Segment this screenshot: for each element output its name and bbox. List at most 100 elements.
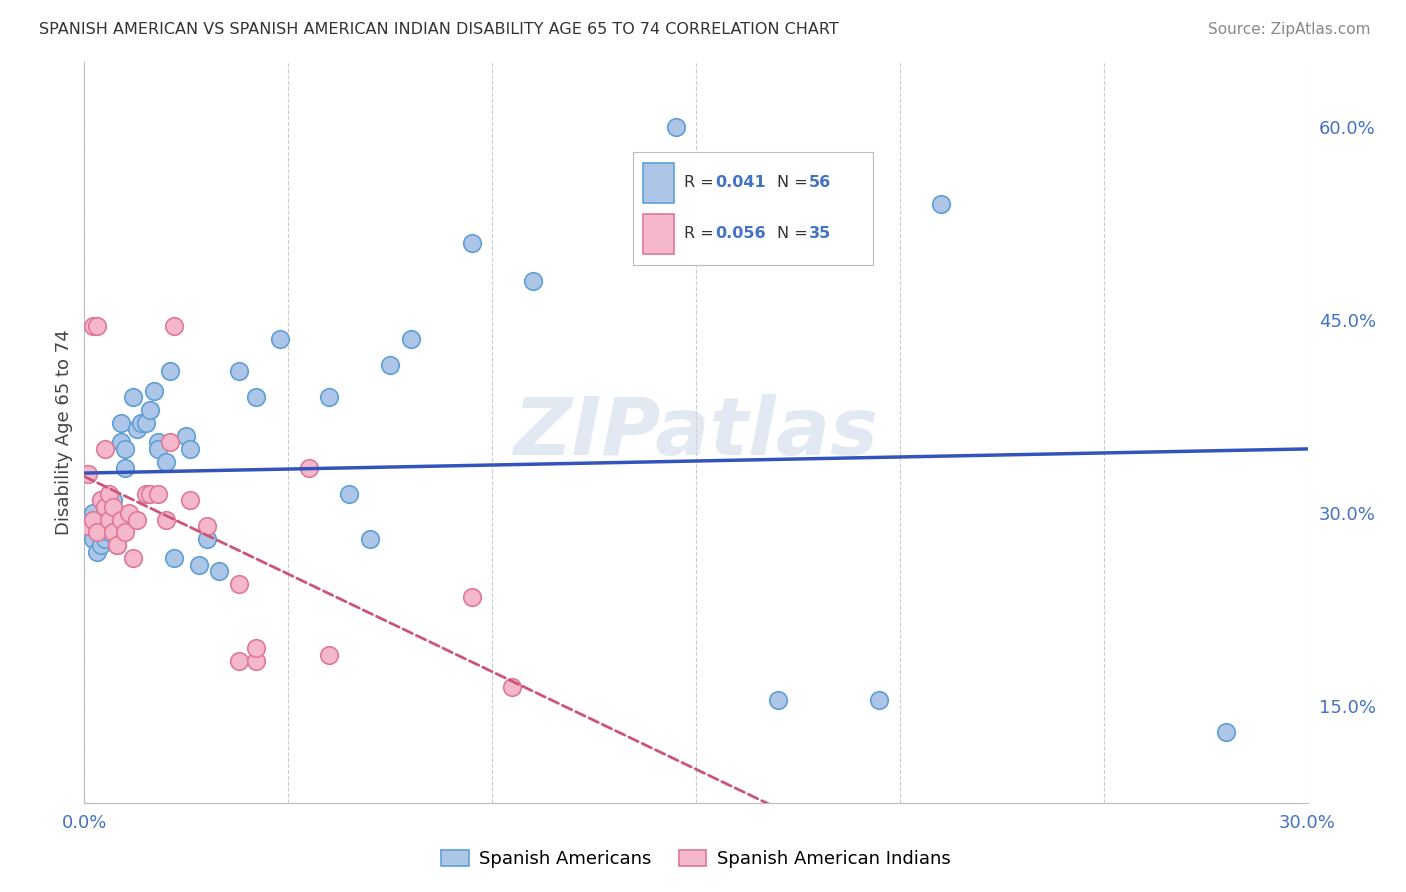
Spanish Americans: [228, 364, 250, 378]
Spanish Americans: [135, 416, 157, 430]
Bar: [643, 214, 673, 253]
Legend: Spanish Americans, Spanish American Indians: Spanish Americans, Spanish American Indi…: [434, 843, 957, 875]
Spanish Americans: [114, 442, 136, 456]
Text: N =: N =: [778, 227, 813, 242]
Spanish Americans: [245, 390, 267, 404]
Spanish Americans: [122, 390, 145, 404]
Spanish Americans: [869, 693, 891, 707]
Spanish Americans: [929, 197, 952, 211]
Spanish American Indians: [114, 525, 136, 540]
Spanish Americans: [138, 403, 160, 417]
Spanish Americans: [359, 532, 381, 546]
Spanish Americans: [101, 512, 124, 526]
Spanish American Indians: [86, 525, 108, 540]
Spanish Americans: [187, 558, 209, 572]
Spanish Americans: [127, 422, 149, 436]
Text: R =: R =: [683, 227, 718, 242]
Spanish Americans: [269, 332, 291, 346]
Spanish American Indians: [90, 493, 112, 508]
Spanish Americans: [90, 493, 112, 508]
Spanish American Indians: [159, 435, 181, 450]
Spanish Americans: [93, 512, 115, 526]
Spanish American Indians: [97, 487, 120, 501]
Spanish American Indians: [122, 551, 145, 566]
Spanish Americans: [159, 364, 181, 378]
Spanish Americans: [461, 235, 484, 250]
Spanish Americans: [208, 564, 231, 578]
Spanish Americans: [163, 551, 186, 566]
Spanish Americans: [97, 512, 120, 526]
Spanish Americans: [318, 390, 340, 404]
Spanish Americans: [105, 538, 128, 552]
Spanish Americans: [146, 435, 169, 450]
Spanish American Indians: [298, 461, 321, 475]
Spanish American Indians: [105, 538, 128, 552]
Spanish Americans: [97, 525, 120, 540]
Spanish Americans: [118, 512, 141, 526]
Spanish Americans: [399, 332, 422, 346]
Bar: [643, 163, 673, 202]
Spanish Americans: [97, 500, 120, 514]
Spanish American Indians: [82, 319, 104, 334]
Spanish Americans: [174, 429, 197, 443]
Y-axis label: Disability Age 65 to 74: Disability Age 65 to 74: [55, 330, 73, 535]
Spanish American Indians: [110, 512, 132, 526]
Spanish American Indians: [101, 525, 124, 540]
Spanish Americans: [77, 512, 100, 526]
Spanish Americans: [155, 454, 177, 468]
Spanish American Indians: [228, 577, 250, 591]
Spanish Americans: [90, 519, 112, 533]
Spanish American Indians: [195, 519, 218, 533]
Spanish Americans: [665, 120, 688, 134]
Spanish Americans: [339, 487, 361, 501]
Spanish American Indians: [318, 648, 340, 662]
Spanish American Indians: [82, 512, 104, 526]
Spanish Americans: [195, 532, 218, 546]
Spanish Americans: [110, 435, 132, 450]
Spanish American Indians: [228, 654, 250, 668]
Text: 0.041: 0.041: [714, 176, 765, 190]
Spanish Americans: [1215, 725, 1237, 739]
Spanish Americans: [179, 442, 201, 456]
Text: 0.056: 0.056: [714, 227, 765, 242]
Spanish Americans: [90, 538, 112, 552]
Spanish American Indians: [77, 519, 100, 533]
Text: Source: ZipAtlas.com: Source: ZipAtlas.com: [1208, 22, 1371, 37]
Spanish American Indians: [245, 654, 267, 668]
Spanish Americans: [142, 384, 165, 398]
Spanish Americans: [522, 274, 544, 288]
Spanish Americans: [146, 442, 169, 456]
Spanish Americans: [101, 525, 124, 540]
Spanish Americans: [82, 532, 104, 546]
Spanish American Indians: [146, 487, 169, 501]
Text: 35: 35: [808, 227, 831, 242]
Spanish American Indians: [97, 512, 120, 526]
Spanish American Indians: [86, 319, 108, 334]
Spanish American Indians: [502, 680, 524, 694]
Spanish American Indians: [93, 442, 115, 456]
Spanish American Indians: [118, 506, 141, 520]
Spanish American Indians: [461, 590, 484, 604]
Spanish Americans: [93, 532, 115, 546]
Text: 56: 56: [808, 176, 831, 190]
Spanish American Indians: [101, 500, 124, 514]
Spanish Americans: [110, 416, 132, 430]
Text: R =: R =: [683, 176, 718, 190]
Spanish American Indians: [179, 493, 201, 508]
Spanish Americans: [114, 461, 136, 475]
Spanish Americans: [105, 506, 128, 520]
Spanish American Indians: [155, 512, 177, 526]
Spanish Americans: [86, 545, 108, 559]
Spanish Americans: [766, 693, 789, 707]
Spanish American Indians: [93, 500, 115, 514]
Spanish Americans: [380, 358, 402, 372]
Spanish Americans: [93, 500, 115, 514]
Text: SPANISH AMERICAN VS SPANISH AMERICAN INDIAN DISABILITY AGE 65 TO 74 CORRELATION : SPANISH AMERICAN VS SPANISH AMERICAN IND…: [39, 22, 839, 37]
Spanish Americans: [82, 506, 104, 520]
Spanish American Indians: [163, 319, 186, 334]
Spanish American Indians: [138, 487, 160, 501]
Spanish American Indians: [245, 641, 267, 656]
Spanish American Indians: [77, 467, 100, 482]
Text: N =: N =: [778, 176, 813, 190]
Spanish Americans: [101, 493, 124, 508]
